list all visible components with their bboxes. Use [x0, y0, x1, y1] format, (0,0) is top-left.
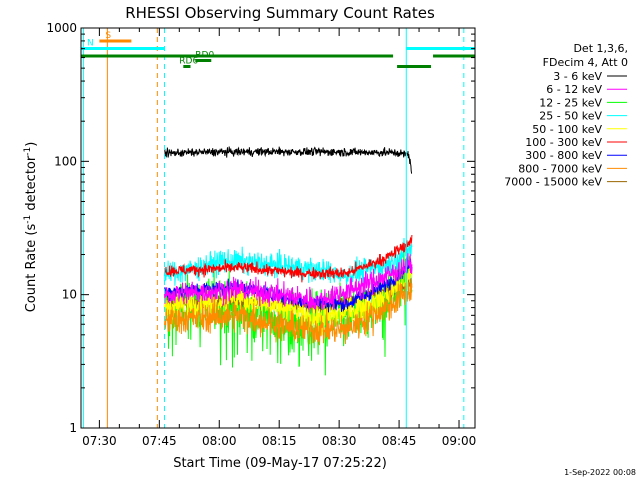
series-line-6-12kev [164, 253, 413, 311]
status-bar-label-rd0: RD0 [195, 51, 214, 61]
y-axis-label-end: ) [24, 142, 39, 147]
x-tick-label-3: 08:15 [262, 434, 297, 448]
legend-label-8: 7000 - 15000 keV [504, 176, 602, 189]
status-bar-label-n: N [87, 39, 94, 49]
legend-header-line-1: Det 1,3,6, [573, 42, 628, 55]
legend-header-line-2: FDecim 4, Att 0 [543, 56, 628, 69]
x-tick-label-4: 08:30 [322, 434, 357, 448]
y-axis-label-main: Count Rate (s [24, 224, 39, 313]
footer-date: 1-Sep-2022 00:08 [564, 468, 636, 477]
status-bar-label-rd6: RD6 [179, 57, 198, 67]
y-axis-label-mid: detector [24, 155, 39, 215]
y-tick-label-0: 1 [69, 421, 77, 435]
axes-layer: 07:30 07:45 08:00 08:15 08:30 08:45 09:00 1 10 10… [46, 21, 476, 448]
status-bar-label-s: S [105, 31, 111, 41]
legend-label-3: 25 - 50 keV [539, 110, 602, 123]
legend-label-0: 3 - 6 keV [553, 70, 602, 83]
y-axis-label-sup2: -1 [23, 147, 33, 156]
y-axis-label: Count Rate (s-1 detector-1) [23, 142, 39, 313]
series-line-800-7000kev [164, 279, 413, 346]
legend-label-1: 6 - 12 keV [546, 83, 602, 96]
plot-frame [80, 27, 476, 429]
x-tick-label-2: 08:00 [202, 434, 237, 448]
legend-label-4: 50 - 100 keV [532, 123, 602, 136]
legend-label-2: 12 - 25 keV [539, 96, 602, 109]
x-tick-label-6: 09:00 [442, 434, 477, 448]
x-axis-label: Start Time (09-May-17 07:25:22) [173, 456, 387, 471]
x-tick-label-5: 08:45 [382, 434, 417, 448]
legend-label-6: 300 - 800 keV [525, 149, 602, 162]
chart-title: RHESSI Observing Summary Count Rates [125, 4, 435, 22]
legend-label-7: 800 - 7000 keV [518, 162, 602, 175]
x-tick-label-1: 07:45 [142, 434, 177, 448]
legend-label-5: 100 - 300 keV [525, 136, 602, 149]
y-tick-label-2: 100 [54, 154, 77, 168]
series-line-100-300kev [164, 234, 413, 283]
y-tick-label-3: 1000 [46, 21, 77, 35]
x-tick-label-0: 07:30 [82, 434, 117, 448]
y-axis-label-sup1: -1 [23, 215, 33, 224]
series-line-3-6kev [164, 146, 413, 174]
y-tick-label-1: 10 [62, 288, 77, 302]
